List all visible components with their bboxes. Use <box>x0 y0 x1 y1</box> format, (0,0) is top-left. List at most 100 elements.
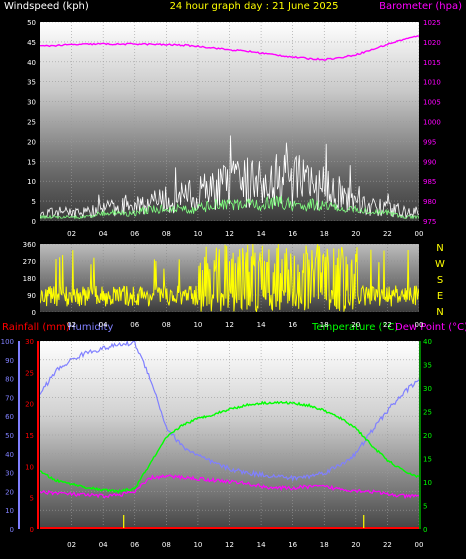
x-tick-label: 12 <box>225 321 234 329</box>
x-tick-label: 22 <box>383 230 392 238</box>
y-humidity-tick-label: 30 <box>5 470 14 478</box>
y-tick-label: 360 <box>23 241 36 249</box>
barometer-line <box>40 35 419 61</box>
x-tick-label: 16 <box>288 541 297 549</box>
temperature-humidity-plot <box>40 341 419 529</box>
x-tick-label: 06 <box>130 321 139 329</box>
wind-direction-line <box>40 244 419 312</box>
x-tick-label: 20 <box>351 541 360 549</box>
x-tick-label: 12 <box>225 541 234 549</box>
x-tick-label: 08 <box>162 321 171 329</box>
y-tick-label: 0 <box>32 309 36 317</box>
compass-n-bottom: N <box>436 307 443 318</box>
y-humidity-tick-label: 40 <box>5 451 14 459</box>
y-left-tick-label: 30 <box>27 99 36 107</box>
y-temperature-tick-label: 0 <box>423 526 427 534</box>
y-left-tick-label: 25 <box>27 119 36 127</box>
y-temperature-tick-label: 30 <box>423 385 432 393</box>
y-tick-label: 270 <box>23 258 36 266</box>
x-tick-label: 18 <box>320 230 329 238</box>
compass-e: E <box>437 291 443 302</box>
wind-direction-plot <box>40 244 419 312</box>
x-tick-label: 06 <box>130 541 139 549</box>
y-tick-label: 90 <box>27 292 36 300</box>
x-tick-label: 18 <box>320 541 329 549</box>
y-rain-tick-label: 30 <box>25 338 34 346</box>
x-tick-label: 08 <box>162 541 171 549</box>
wind-pressure-plot <box>40 22 419 221</box>
y-left-tick-label: 10 <box>27 178 36 186</box>
y-right-tick-label: 975 <box>423 218 436 226</box>
x-tick-label: 06 <box>130 230 139 238</box>
x-tick-label: 02 <box>67 230 76 238</box>
x-tick-label: 04 <box>99 230 108 238</box>
y-left-tick-label: 45 <box>27 39 36 47</box>
y-left-tick-label: 15 <box>27 158 36 166</box>
y-rain-tick-label: 20 <box>25 401 34 409</box>
x-tick-label: 10 <box>193 321 202 329</box>
y-left-tick-label: 0 <box>32 218 36 226</box>
x-tick-label: 16 <box>288 230 297 238</box>
y-temperature-tick-label: 10 <box>423 479 432 487</box>
y-temperature-tick-label: 40 <box>423 338 432 346</box>
compass-s: S <box>437 275 443 286</box>
x-tick-label: 08 <box>162 230 171 238</box>
y-temperature-tick-label: 20 <box>423 432 432 440</box>
y-humidity-tick-label: 80 <box>5 376 14 384</box>
y-right-tick-label: 995 <box>423 138 436 146</box>
y-tick-label: 180 <box>23 275 36 283</box>
x-tick-label: 22 <box>383 321 392 329</box>
y-right-tick-label: 1015 <box>423 59 441 67</box>
graph-title: 24 hour graph day : 21 June 2025 <box>170 1 339 12</box>
y-temperature-tick-label: 15 <box>423 456 432 464</box>
wind-average-line <box>40 195 419 220</box>
temperature-label: Temperature (°C) <box>311 322 398 333</box>
y-right-tick-label: 1010 <box>423 79 441 87</box>
x-tick-label: 02 <box>67 321 76 329</box>
y-rain-tick-label: 10 <box>25 463 34 471</box>
y-humidity-tick-label: 60 <box>5 413 14 421</box>
humidity-label: Humidity <box>68 322 113 333</box>
x-tick-label: 10 <box>193 541 202 549</box>
y-right-tick-label: 1000 <box>423 119 441 127</box>
x-tick-label: 04 <box>99 541 108 549</box>
humidity-line <box>40 341 419 483</box>
y-right-tick-label: 1005 <box>423 99 441 107</box>
y-humidity-tick-label: 20 <box>5 488 14 496</box>
x-tick-label: 14 <box>257 321 266 329</box>
x-tick-label: 02 <box>67 541 76 549</box>
x-tick-label: 14 <box>257 230 266 238</box>
y-left-tick-label: 50 <box>27 19 36 27</box>
barometer-label: Barometer (hpa) <box>379 1 462 12</box>
dewpoint-label: Dew Point (°C) <box>395 322 466 333</box>
x-tick-label: 10 <box>193 230 202 238</box>
y-rain-tick-label: 25 <box>25 369 34 377</box>
y-humidity-tick-label: 10 <box>5 507 14 515</box>
x-tick-label: 12 <box>225 230 234 238</box>
temperature-line <box>40 400 419 494</box>
windspeed-line <box>40 135 419 219</box>
y-left-tick-label: 40 <box>27 59 36 67</box>
compass-n-top: N <box>436 243 443 254</box>
y-right-tick-label: 980 <box>423 198 436 206</box>
dewpoint-line <box>40 474 419 500</box>
y-rain-tick-label: 5 <box>30 495 34 503</box>
y-left-tick-label: 35 <box>27 79 36 87</box>
x-tick-label: 04 <box>99 321 108 329</box>
y-humidity-tick-label: 100 <box>1 338 14 346</box>
x-tick-label: 20 <box>351 230 360 238</box>
y-left-tick-label: 20 <box>27 138 36 146</box>
y-temperature-tick-label: 5 <box>423 503 427 511</box>
y-right-tick-label: 990 <box>423 158 436 166</box>
y-right-tick-label: 1020 <box>423 39 441 47</box>
y-temperature-tick-label: 35 <box>423 362 432 370</box>
y-right-tick-label: 1025 <box>423 19 441 27</box>
x-tick-label: 16 <box>288 321 297 329</box>
x-tick-label: 14 <box>257 541 266 549</box>
y-humidity-tick-label: 50 <box>5 432 14 440</box>
y-right-tick-label: 985 <box>423 178 436 186</box>
x-tick-label: 18 <box>320 321 329 329</box>
x-tick-label: 00 <box>415 541 424 549</box>
